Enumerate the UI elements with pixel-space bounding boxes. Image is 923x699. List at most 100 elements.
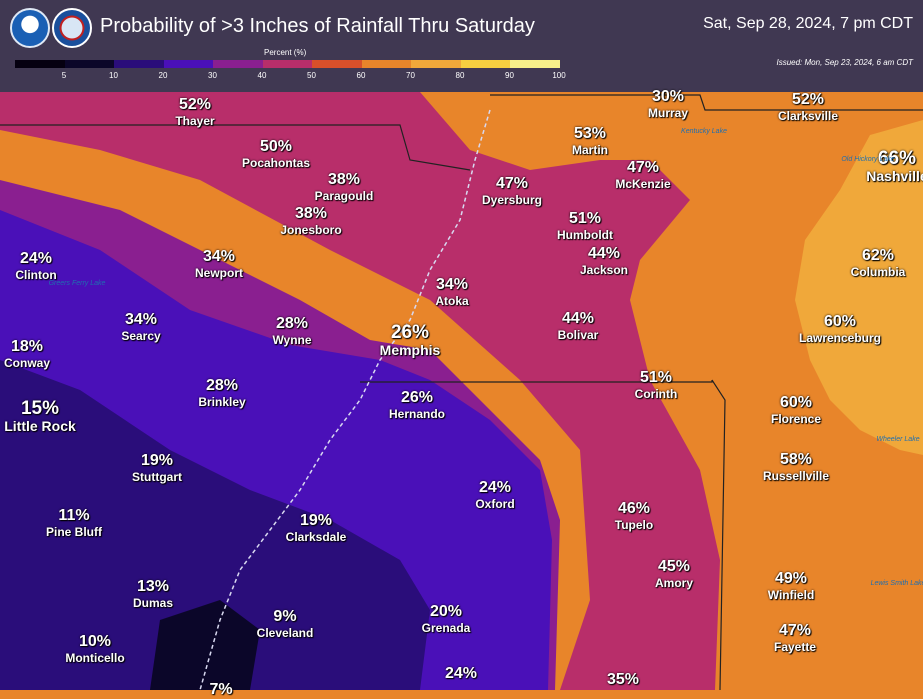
city-label: 26% Memphis xyxy=(380,322,441,357)
city-name: Russellville xyxy=(762,469,830,483)
city-name: Jackson xyxy=(579,263,629,277)
city-name: Amory xyxy=(654,576,694,590)
city-label: 15% Little Rock xyxy=(4,398,76,433)
city-probability: 60% xyxy=(779,394,813,411)
scale-tick-label: 70 xyxy=(406,71,415,80)
city-label: 46% Tupelo xyxy=(615,500,653,532)
city-label: 66% Nashville xyxy=(866,148,923,183)
city-label: 51% Humboldt xyxy=(557,210,613,242)
scale-segment xyxy=(15,60,65,68)
city-name: Little Rock xyxy=(4,418,76,434)
city-probability: 26% xyxy=(400,389,434,406)
state-border-ms-al xyxy=(711,379,726,690)
city-name: Lawrenceburg xyxy=(798,331,882,345)
city-label: 44% Jackson xyxy=(580,245,628,277)
city-name: Stuttgart xyxy=(132,470,182,484)
city-probability: 9% xyxy=(273,608,297,625)
city-name: Winfield xyxy=(767,588,815,602)
city-name: Bolivar xyxy=(557,328,599,342)
city-label: 34% Atoka xyxy=(435,276,468,308)
city-label: 47% McKenzie xyxy=(615,159,670,191)
scale-tick-label: 90 xyxy=(505,71,514,80)
city-probability: 51% xyxy=(568,210,602,227)
city-label: 45% Amory xyxy=(655,558,693,590)
city-probability: 50% xyxy=(259,138,293,155)
scale-segment xyxy=(361,60,411,68)
city-name: Paragould xyxy=(314,189,374,203)
city-name: Conway xyxy=(3,356,51,370)
city-name: Tupelo xyxy=(614,518,654,532)
city-label: 34% Newport xyxy=(195,248,243,280)
city-name: Corinth xyxy=(634,387,678,401)
city-probability: 60% xyxy=(823,313,857,330)
city-label: 34% Searcy xyxy=(121,311,160,343)
scale-tick-label: 60 xyxy=(356,71,366,80)
city-label: 10% Monticello xyxy=(65,633,124,665)
city-probability: 15% xyxy=(20,398,60,419)
scale-tick-label: 100 xyxy=(552,71,566,80)
scale-segment xyxy=(312,60,362,68)
city-name: Clarksville xyxy=(777,109,839,123)
state-border-tn-ky xyxy=(490,94,923,111)
zone-5-10 xyxy=(150,600,260,690)
city-name: Grenada xyxy=(421,621,471,635)
city-probability: 52% xyxy=(178,96,212,113)
city-probability: 19% xyxy=(140,452,174,469)
city-label: 19% Stuttgart xyxy=(132,452,182,484)
city-probability: 46% xyxy=(617,500,651,517)
city-label: 20% Grenada xyxy=(422,603,471,635)
city-probability: 19% xyxy=(299,512,333,529)
city-name: Clarksdale xyxy=(285,530,347,544)
city-name: Atoka xyxy=(435,294,469,308)
city-name: Pine Bluff xyxy=(46,525,102,539)
lake-label: Old Hickory Lake xyxy=(841,156,895,163)
city-name: McKenzie xyxy=(615,177,671,191)
map-header: Probability of >3 Inches of Rainfall Thr… xyxy=(0,0,923,92)
scale-segment xyxy=(262,60,312,68)
scale-segment xyxy=(510,60,560,68)
city-name: Oxford xyxy=(475,497,515,511)
city-name: Dyersburg xyxy=(481,193,543,207)
city-name: Pocahontas xyxy=(241,156,311,170)
city-name: Memphis xyxy=(379,342,441,358)
city-probability: 44% xyxy=(561,310,595,327)
city-probability: 38% xyxy=(327,171,361,188)
scale-tick-label: 50 xyxy=(307,71,316,80)
city-probability: 20% xyxy=(429,603,463,620)
city-label: 19% Clarksdale xyxy=(286,512,347,544)
scale-segment xyxy=(411,60,461,68)
valid-time: Sat, Sep 28, 2024, 7 pm CDT xyxy=(703,15,913,32)
city-label: 24% xyxy=(445,665,477,683)
zone-10-20 xyxy=(0,360,430,690)
city-label: 62% Columbia xyxy=(851,247,906,279)
city-name: Martin xyxy=(572,143,608,157)
scale-tick-label: 80 xyxy=(455,71,465,80)
city-name: Jonesboro xyxy=(280,223,342,237)
city-probability: 11% xyxy=(58,507,90,524)
city-probability: 58% xyxy=(779,451,813,468)
noaa-logo-icon xyxy=(10,8,50,48)
city-label: 13% Dumas xyxy=(133,578,173,610)
scale-segment xyxy=(163,60,213,68)
lake-label: Greers Ferry Lake xyxy=(48,280,106,287)
city-name: Nashville xyxy=(866,168,923,184)
city-probability: 34% xyxy=(435,276,469,293)
city-name: Hernando xyxy=(388,407,446,421)
city-name: Fayette xyxy=(773,640,817,654)
city-name: Dumas xyxy=(132,596,174,610)
city-label: 28% Wynne xyxy=(272,315,311,347)
city-probability: 28% xyxy=(205,377,239,394)
city-name: Searcy xyxy=(121,329,161,343)
city-probability: 53% xyxy=(573,125,607,142)
city-name: Wynne xyxy=(272,333,312,347)
lake-label: Lewis Smith Lake xyxy=(870,580,923,587)
city-label: 24% Oxford xyxy=(475,479,514,511)
city-label: 53% Martin xyxy=(572,125,608,157)
city-name: Murray xyxy=(647,106,689,120)
scale-segment xyxy=(213,60,263,68)
city-label: 60% Lawrenceburg xyxy=(799,313,881,345)
city-probability: 34% xyxy=(202,248,236,265)
city-probability: 34% xyxy=(124,311,158,328)
city-probability: 44% xyxy=(587,245,621,262)
